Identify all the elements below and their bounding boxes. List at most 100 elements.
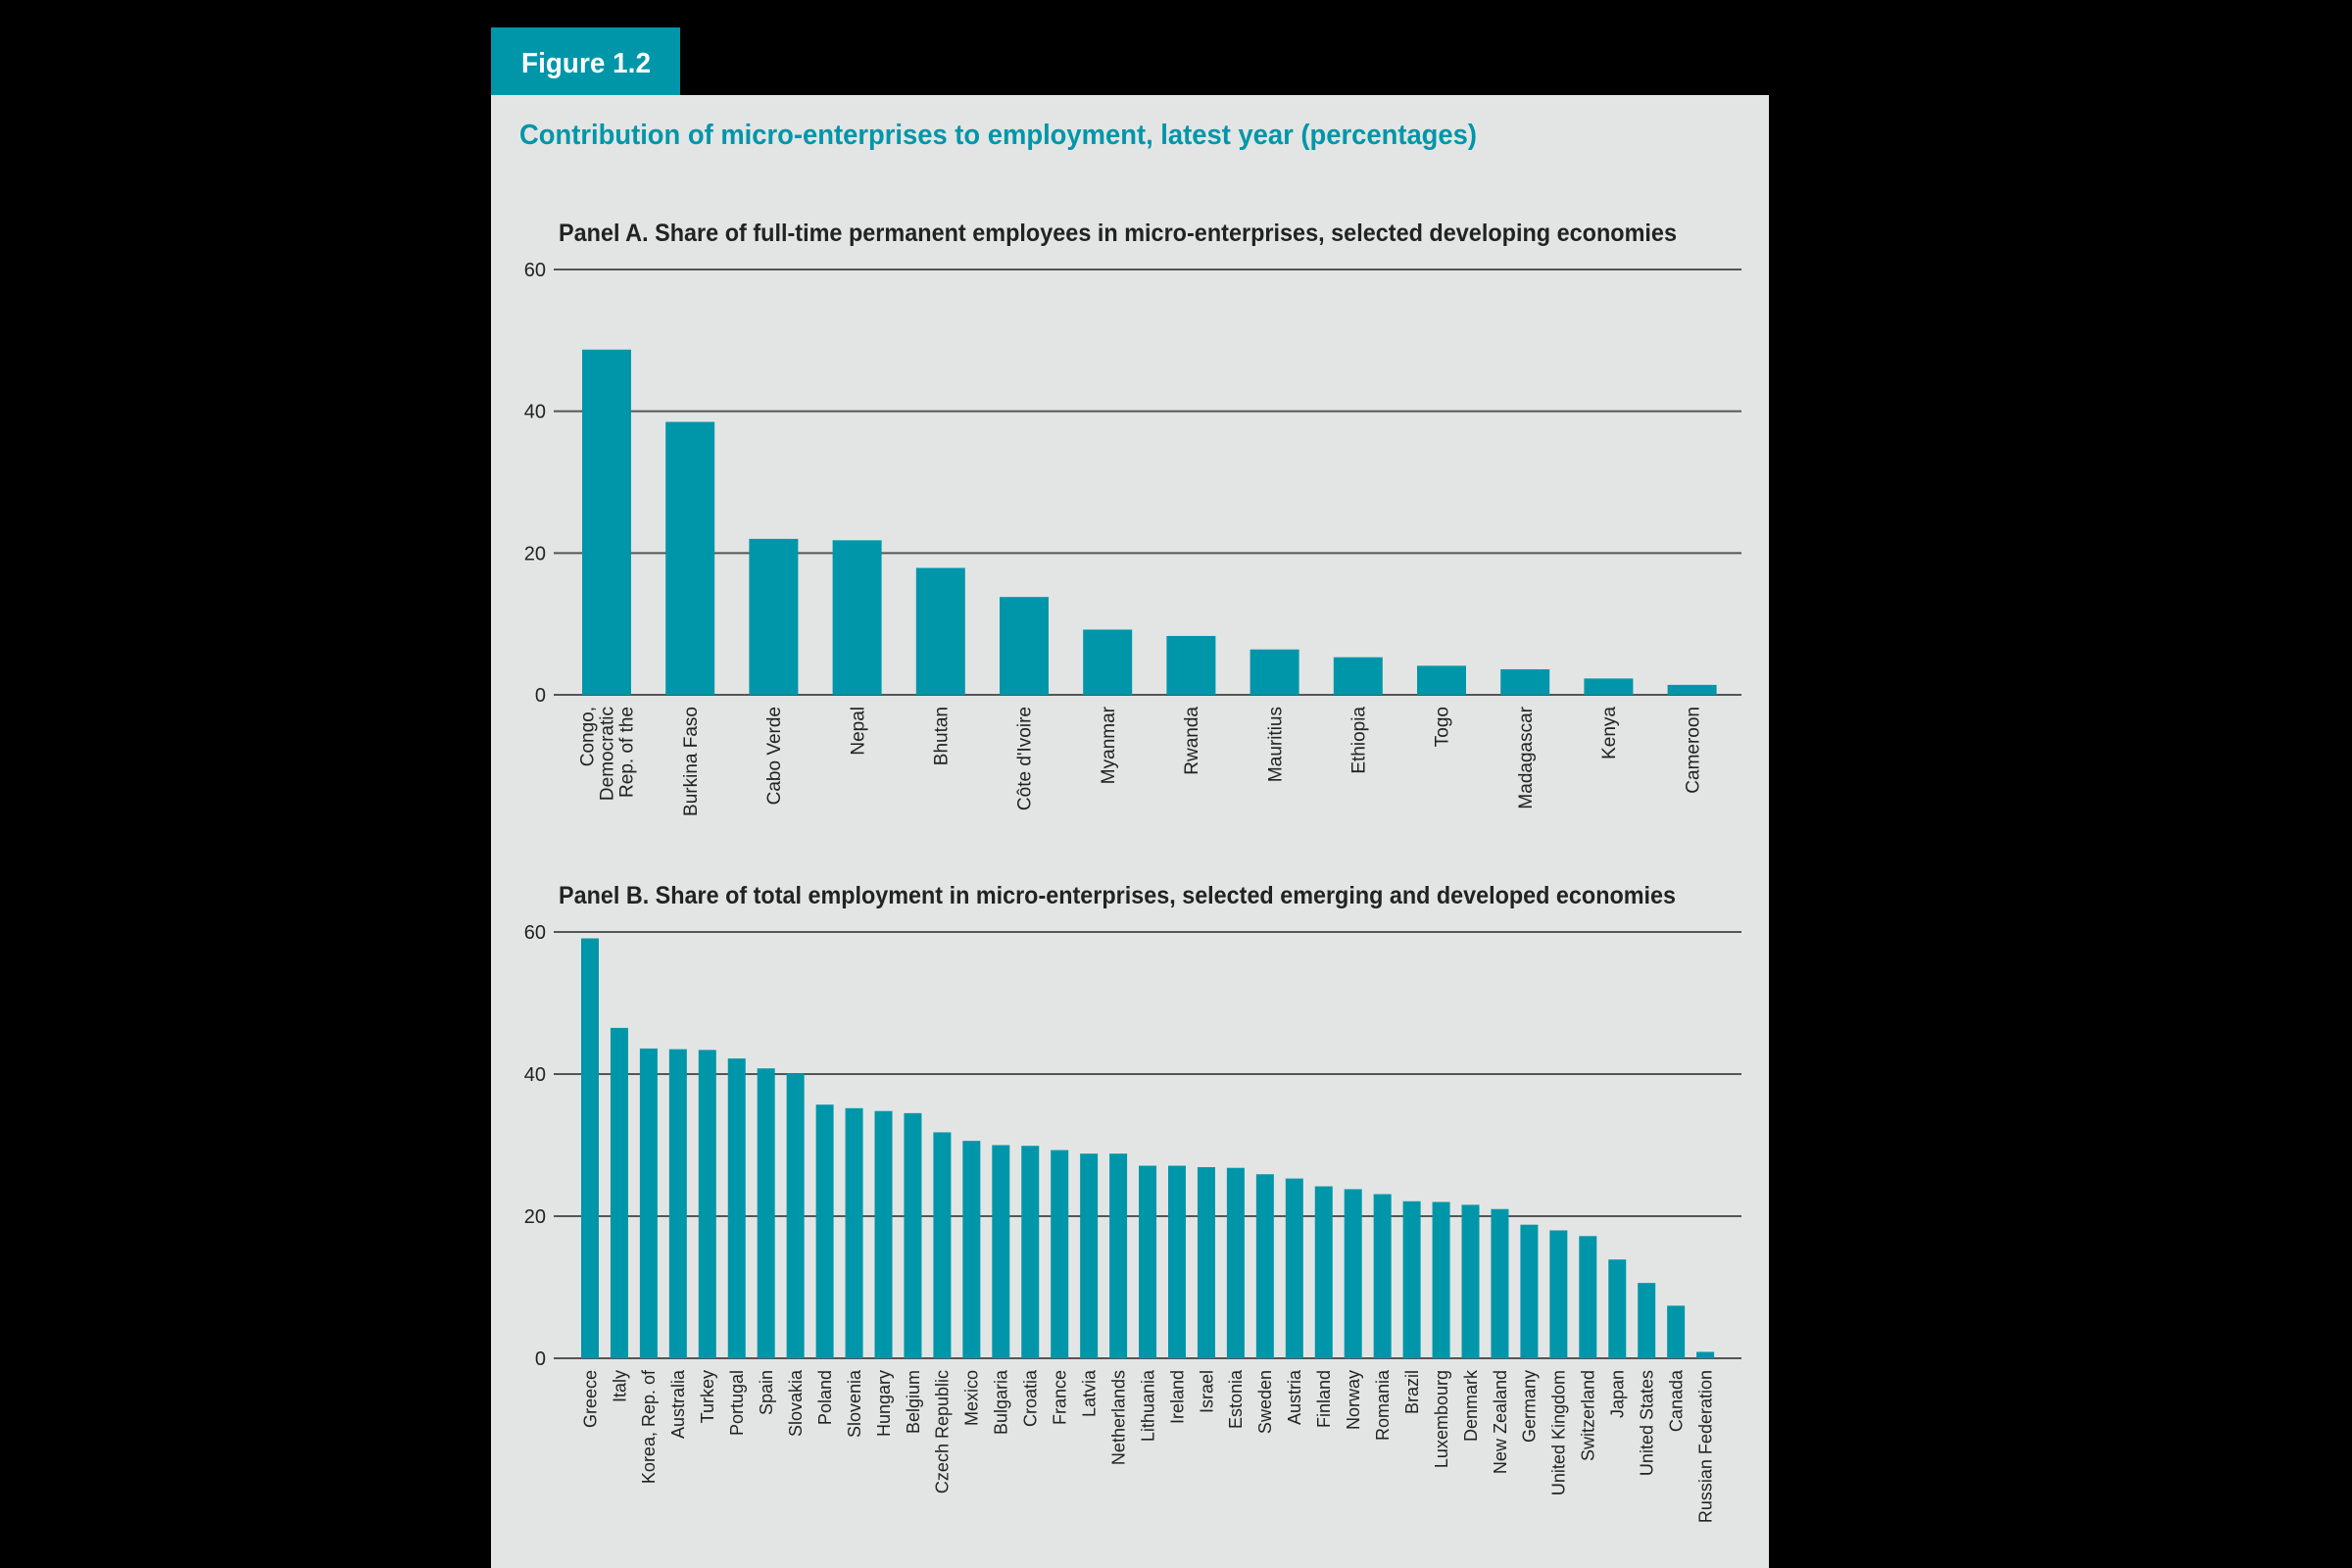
bar — [874, 1110, 893, 1358]
x-category-label: Slovenia — [845, 1369, 864, 1438]
x-category-label: Turkey — [698, 1370, 717, 1423]
bar — [1197, 1166, 1215, 1358]
bar — [1139, 1165, 1157, 1358]
x-category-label: Bulgaria — [992, 1369, 1011, 1435]
x-category-label: Portugal — [727, 1370, 747, 1436]
x-category-label: Mexico — [962, 1370, 982, 1426]
x-category-label: Nepal — [848, 707, 868, 756]
bar — [832, 540, 882, 695]
bar — [582, 349, 631, 695]
x-category-label: Canada — [1666, 1369, 1686, 1432]
x-category-label: Togo — [1433, 707, 1453, 747]
bar — [1638, 1283, 1656, 1358]
figure-title: Contribution of micro-enterprises to emp… — [519, 120, 1477, 151]
y-tick-label: 20 — [524, 1206, 546, 1228]
x-category-label: Japan — [1608, 1370, 1628, 1418]
bar — [933, 1132, 952, 1358]
x-category-label: Latvia — [1079, 1369, 1099, 1417]
x-category-label: Sweden — [1255, 1370, 1275, 1434]
x-category-label: New Zealand — [1491, 1370, 1510, 1474]
panel-b-chart: 0 20 40 60 Greece Italy Korea, Rep. of Australi… — [524, 922, 1741, 1523]
bar — [581, 938, 599, 1358]
figure-label: Figure 1.2 — [521, 48, 651, 79]
x-category-label: Greece — [580, 1370, 600, 1428]
x-category-label: Spain — [757, 1370, 776, 1415]
x-category-label: Mauritius — [1265, 707, 1286, 782]
x-category-label: Kenya — [1599, 707, 1620, 760]
bar — [1166, 635, 1216, 695]
bar — [1080, 1153, 1099, 1358]
panel-a-title: Panel A. Share of full-time permanent em… — [559, 220, 1677, 247]
x-category-label: Burkina Faso — [681, 707, 702, 816]
bar — [1333, 657, 1383, 695]
x-category-label: Ireland — [1167, 1370, 1187, 1424]
x-category-label: Croatia — [1021, 1369, 1041, 1427]
bar — [1051, 1150, 1069, 1358]
bar — [1109, 1153, 1128, 1358]
panel-b-title: Panel B. Share of total employment in mi… — [559, 882, 1676, 909]
bar — [1255, 1174, 1274, 1358]
x-category-label: Korea, Rep. of — [639, 1369, 659, 1484]
bar — [665, 421, 715, 695]
bar — [1500, 668, 1550, 695]
bar — [1584, 678, 1634, 695]
bar — [727, 1058, 746, 1358]
x-category-label: Cameroon — [1683, 707, 1703, 794]
bar — [1314, 1186, 1333, 1358]
y-tick-label: 20 — [524, 543, 546, 564]
x-category-label: Hungary — [874, 1370, 894, 1437]
bar — [904, 1112, 922, 1358]
bar — [610, 1027, 628, 1358]
bar — [1549, 1230, 1568, 1358]
bar — [1402, 1200, 1421, 1358]
x-category-label: Bhutan — [931, 707, 952, 765]
bar — [1667, 684, 1717, 695]
bar — [1432, 1201, 1450, 1358]
x-category-label: Estonia — [1226, 1369, 1246, 1429]
x-category-label: Russian Federation — [1695, 1370, 1715, 1523]
bar — [845, 1107, 863, 1358]
bar — [1250, 649, 1299, 695]
bar — [1491, 1208, 1509, 1358]
bar — [1000, 597, 1049, 695]
x-category-label: Rwanda — [1182, 707, 1202, 775]
bar — [815, 1104, 834, 1358]
x-category-label: Slovakia — [786, 1369, 806, 1437]
x-category-label: Myanmar — [1099, 706, 1119, 784]
x-category-label: Australia — [668, 1369, 688, 1439]
bar — [1168, 1165, 1186, 1358]
x-category-label: Switzerland — [1579, 1370, 1598, 1461]
bar — [915, 567, 965, 695]
bar — [786, 1073, 805, 1358]
bar — [749, 538, 799, 695]
x-category-label: Belgium — [904, 1370, 923, 1434]
bar — [1226, 1167, 1245, 1358]
x-category-label: France — [1051, 1370, 1070, 1425]
x-category-label: Cabo Verde — [764, 707, 785, 805]
x-category-label: Italy — [610, 1370, 629, 1402]
bar — [1285, 1178, 1303, 1358]
y-tick-label: 40 — [524, 1064, 546, 1086]
x-category-label: Congo,DemocraticRep. of the — [578, 707, 638, 801]
bar — [639, 1048, 658, 1358]
bar — [1373, 1194, 1392, 1358]
x-category-label: Lithuania — [1138, 1369, 1157, 1442]
x-category-label: Luxembourg — [1432, 1370, 1451, 1468]
bar — [698, 1050, 716, 1358]
x-category-label: Brazil — [1402, 1370, 1422, 1414]
x-category-label: Norway — [1344, 1370, 1363, 1430]
x-category-label: Madagascar — [1516, 706, 1537, 808]
bar — [1608, 1259, 1627, 1358]
bar — [1520, 1224, 1539, 1358]
x-category-label: Poland — [815, 1370, 835, 1425]
x-category-label: Ethiopia — [1348, 707, 1369, 774]
x-category-label: Finland — [1314, 1370, 1334, 1428]
bar — [1083, 629, 1133, 695]
bar — [1021, 1146, 1040, 1358]
bar — [1667, 1305, 1686, 1358]
bar — [1696, 1351, 1715, 1358]
bar — [1579, 1236, 1597, 1358]
bar — [992, 1145, 1010, 1358]
figure-label-tab — [491, 27, 680, 95]
